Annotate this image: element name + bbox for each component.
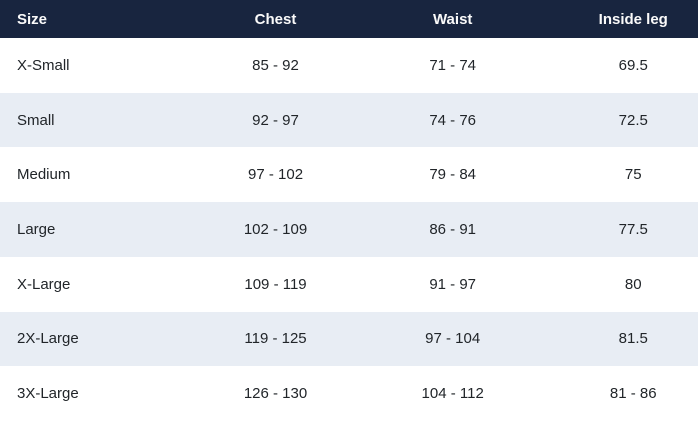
waist-value-cell: 86 - 91 xyxy=(429,220,477,238)
table-row-small: Small 92 - 97 74 - 76 72.5 xyxy=(0,92,698,148)
size-label-cell: Large xyxy=(17,220,56,238)
chest-value-cell: 126 - 130 xyxy=(243,385,308,403)
chest-value-cell: 109 - 119 xyxy=(244,275,307,293)
table-row-3x-large: 3X-Large 126 - 130 104 - 112 81 - 86 xyxy=(0,366,698,421)
chest-value-cell: 102 - 109 xyxy=(243,220,308,238)
size-label-cell: 3X-Large xyxy=(17,385,79,403)
inside-leg-value-cell: 72.5 xyxy=(618,111,648,129)
size-chart-header: Size Chest Waist Inside leg xyxy=(0,0,698,38)
inside-leg-value-cell: 80 xyxy=(624,275,642,293)
inside-leg-value-cell: 77.5 xyxy=(618,220,648,238)
column-header-inside-leg: Inside leg xyxy=(598,10,668,28)
table-row-x-small: X-Small 85 - 92 71 - 74 69.5 xyxy=(0,38,698,93)
table-row-2x-large: 2X-Large 119 - 125 97 - 104 81.5 xyxy=(0,311,698,367)
chest-value-cell: 97 - 102 xyxy=(248,166,304,184)
waist-value-cell: 79 - 84 xyxy=(429,166,477,184)
chest-value-cell: 119 - 125 xyxy=(244,330,307,348)
size-label-cell: Medium xyxy=(17,166,71,184)
chest-value-cell: 92 - 97 xyxy=(252,111,299,129)
column-header-chest: Chest xyxy=(254,10,297,28)
header-row: Size Chest Waist Inside leg xyxy=(0,0,698,38)
size-label-cell: X-Large xyxy=(17,275,71,293)
inside-leg-value-cell: 75 xyxy=(624,166,642,184)
inside-leg-value-cell: 69.5 xyxy=(618,56,648,74)
size-chart-body: X-Small 85 - 92 71 - 74 69.5 Small 92 - 97 74 … xyxy=(0,38,698,421)
waist-value-cell: 104 - 112 xyxy=(421,385,484,403)
table-row-x-large: X-Large 109 - 119 91 - 97 80 xyxy=(0,256,698,312)
chest-value-cell: 85 - 92 xyxy=(252,56,299,74)
waist-value-cell: 91 - 97 xyxy=(429,275,477,293)
waist-value-cell: 74 - 76 xyxy=(429,111,477,129)
size-label-cell: 2X-Large xyxy=(17,330,79,348)
inside-leg-value-cell: 81 - 86 xyxy=(609,385,657,403)
column-header-waist: Waist xyxy=(432,10,473,28)
size-label-cell: X-Small xyxy=(17,56,70,74)
table-row-medium: Medium 97 - 102 79 - 84 75 xyxy=(0,147,698,203)
inside-leg-value-cell: 81.5 xyxy=(618,330,648,348)
size-label-cell: Small xyxy=(17,111,55,129)
column-header-size: Size xyxy=(17,10,48,28)
table-row-large: Large 102 - 109 86 - 91 77.5 xyxy=(0,202,698,257)
waist-value-cell: 71 - 74 xyxy=(429,56,477,74)
waist-value-cell: 97 - 104 xyxy=(425,330,481,348)
